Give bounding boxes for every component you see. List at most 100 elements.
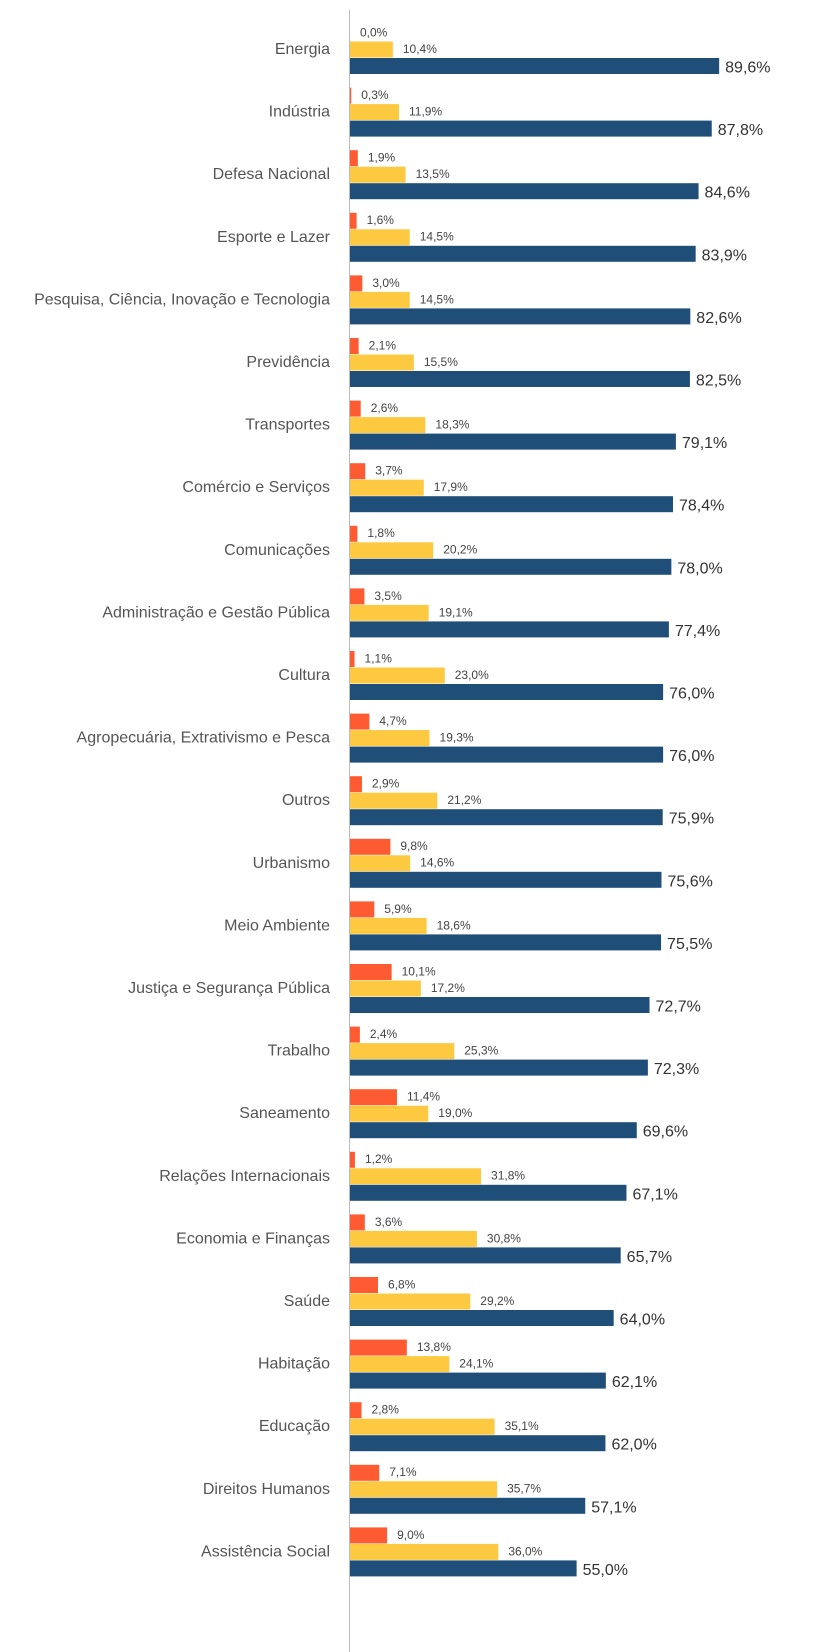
bar (350, 417, 426, 434)
bar (350, 684, 664, 700)
category-label: Comunicações (224, 542, 330, 559)
category-label: Meio Ambiente (224, 917, 330, 934)
bar (350, 1481, 498, 1498)
bar (350, 713, 370, 730)
bar (350, 1168, 482, 1185)
value-label: 84,6% (705, 185, 750, 202)
bar (350, 604, 429, 621)
bar (350, 542, 434, 559)
value-label: 19,3% (440, 731, 474, 745)
category-label: Saneamento (239, 1105, 330, 1122)
bar (350, 730, 430, 747)
bar (350, 1372, 606, 1389)
bar (350, 1089, 397, 1106)
bar (350, 558, 672, 575)
bar (350, 809, 663, 826)
bar (350, 104, 400, 121)
bar (350, 463, 366, 480)
bar (350, 120, 712, 137)
bar (350, 1247, 621, 1264)
value-label: 10,4% (403, 42, 437, 56)
value-label: 24,1% (459, 1357, 493, 1371)
value-label: 64,0% (620, 1311, 665, 1328)
bar (350, 1214, 365, 1231)
category-label: Pesquisa, Ciência, Inovação e Tecnologia (34, 291, 330, 308)
bar (350, 212, 357, 229)
value-label: 10,1% (402, 964, 436, 978)
bar (350, 1310, 614, 1326)
bar (350, 651, 355, 667)
value-label: 82,5% (696, 372, 741, 389)
value-label: 11,9% (409, 105, 442, 119)
bar (350, 150, 358, 167)
category-label: Outros (282, 792, 330, 809)
category-label: Urbanismo (253, 855, 330, 872)
value-label: 5,9% (384, 902, 412, 916)
value-label: 72,7% (656, 998, 701, 1015)
bar (350, 855, 411, 872)
bar (350, 41, 393, 58)
category-label: Direitos Humanos (203, 1481, 330, 1498)
category-label: Cultura (278, 667, 330, 684)
value-label: 1,8% (367, 526, 395, 540)
bar (350, 964, 392, 980)
value-label: 3,0% (372, 276, 400, 290)
bar (350, 776, 362, 793)
bar (350, 1026, 360, 1043)
value-label: 1,9% (368, 151, 396, 165)
value-label: 76,0% (669, 685, 714, 702)
value-label: 75,5% (667, 936, 712, 953)
category-label: Previdência (246, 354, 330, 371)
bar (350, 1293, 471, 1310)
value-label: 87,8% (718, 122, 763, 139)
value-label: 62,1% (612, 1374, 657, 1391)
value-label: 67,1% (632, 1186, 677, 1203)
category-label: Energia (275, 41, 330, 58)
value-label: 2,1% (369, 338, 397, 352)
value-label: 69,6% (643, 1124, 688, 1141)
value-label: 7,1% (389, 1465, 417, 1479)
value-label: 3,6% (375, 1215, 403, 1229)
category-label: Esporte e Lazer (217, 229, 331, 246)
bar (350, 838, 391, 855)
value-label: 0,0% (360, 25, 388, 39)
bar (350, 1464, 380, 1481)
value-label: 2,8% (372, 1403, 400, 1417)
bar (350, 1105, 429, 1122)
bar (350, 1560, 577, 1577)
value-label: 1,1% (365, 651, 393, 665)
value-label: 14,5% (420, 292, 454, 306)
value-label: 75,6% (667, 873, 712, 890)
bar (350, 1184, 627, 1201)
bar (350, 1435, 606, 1452)
value-label: 55,0% (583, 1562, 628, 1579)
bar (350, 792, 438, 809)
value-label: 2,6% (371, 401, 399, 415)
value-label: 30,8% (487, 1231, 521, 1245)
bar (350, 58, 720, 74)
value-label: 6,8% (388, 1277, 416, 1291)
bar (350, 291, 410, 308)
value-label: 4,7% (379, 714, 407, 728)
bar (350, 917, 427, 934)
value-label: 2,4% (370, 1027, 398, 1041)
value-label: 21,2% (447, 793, 481, 807)
value-label: 57,1% (591, 1499, 636, 1516)
value-label: 13,5% (416, 167, 450, 181)
bar (350, 588, 365, 605)
category-label: Educação (259, 1418, 330, 1435)
bar (350, 1356, 450, 1373)
bar (350, 371, 690, 387)
bar (350, 1277, 379, 1293)
value-label: 23,0% (455, 668, 489, 682)
value-label: 89,6% (725, 59, 770, 76)
value-label: 19,1% (439, 605, 473, 619)
bar (350, 1543, 499, 1560)
value-label: 29,2% (480, 1294, 514, 1308)
bar (350, 338, 359, 354)
category-label: Relações Internacionais (159, 1168, 330, 1185)
bar (350, 1230, 477, 1247)
bar (350, 621, 669, 638)
value-label: 18,3% (435, 418, 469, 432)
bar (350, 934, 662, 951)
